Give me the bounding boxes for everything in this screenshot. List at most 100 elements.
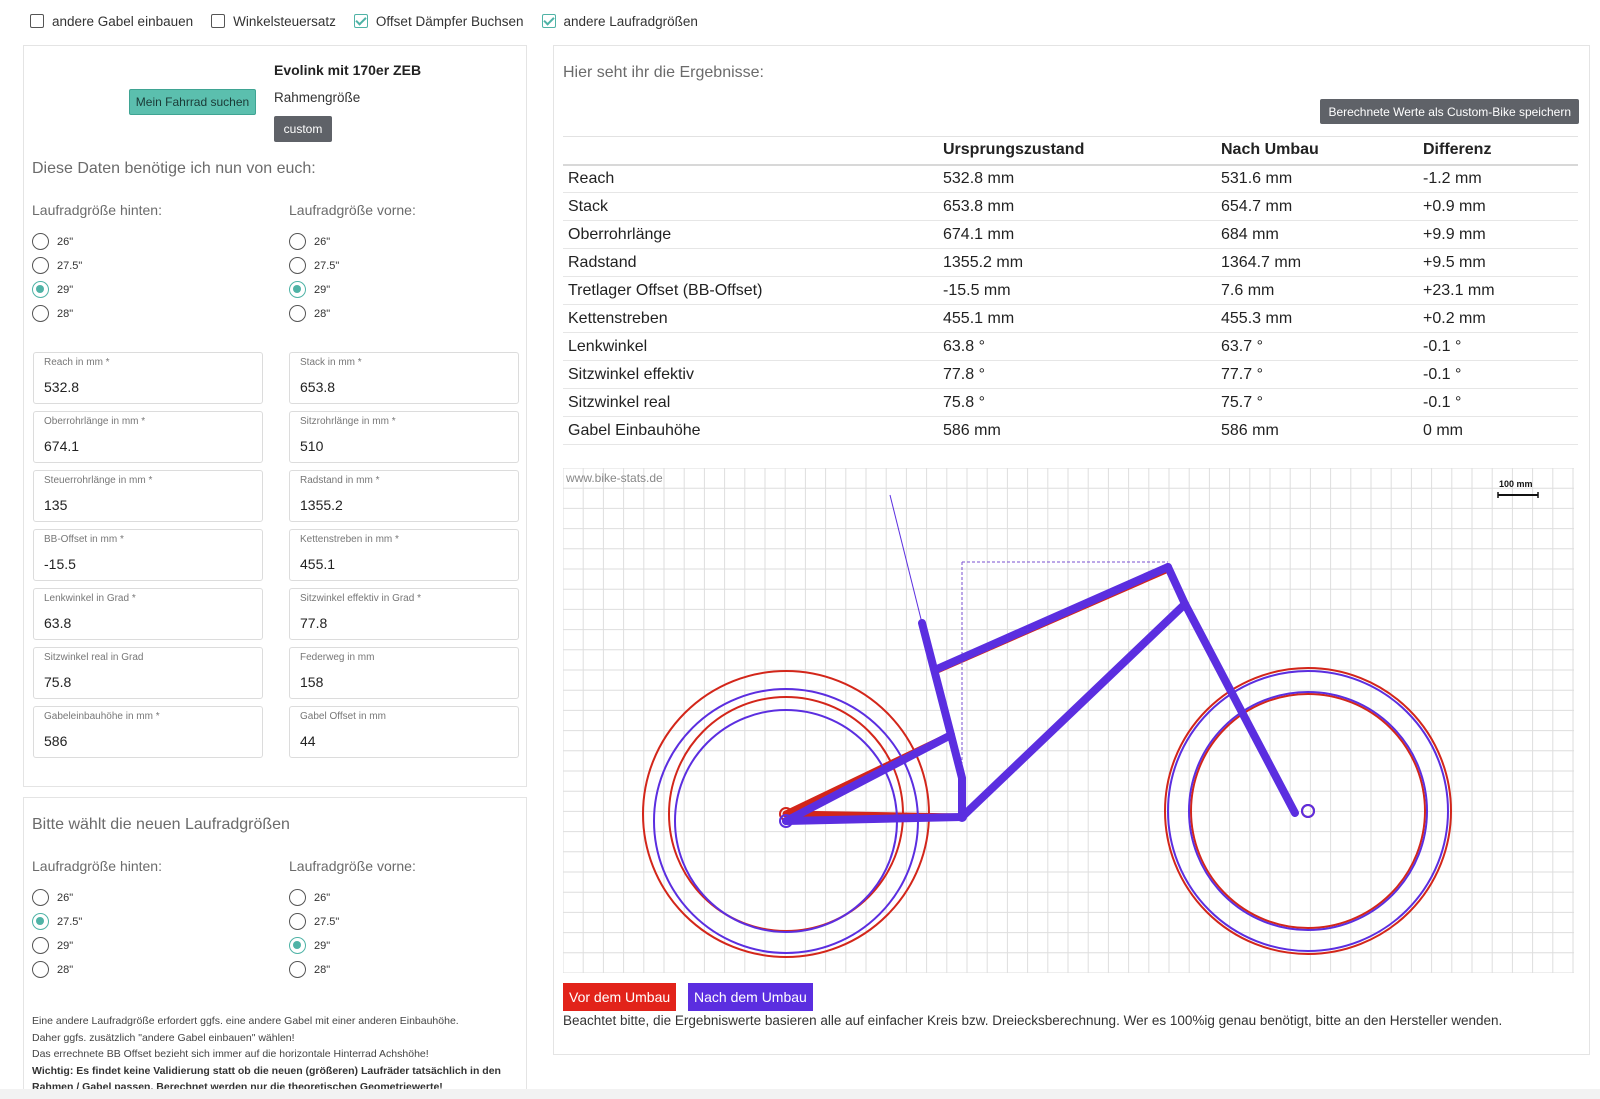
option-label: Offset Dämpfer Buchsen xyxy=(375,13,524,29)
orig-value: 532.8 mm xyxy=(938,164,1216,193)
checkbox-other-fork[interactable] xyxy=(30,14,44,28)
new-rear-radio-27-5[interactable]: 27.5" xyxy=(32,913,82,930)
head-angle-input[interactable] xyxy=(44,615,244,631)
wheelbase-field[interactable]: Radstand in mm * xyxy=(289,470,519,522)
results-table: Ursprungszustand Nach Umbau Differenz Re… xyxy=(563,136,1578,445)
seat-tube-input[interactable] xyxy=(300,438,500,454)
front-radio-28[interactable]: 28" xyxy=(289,305,330,322)
radio-dot[interactable] xyxy=(289,305,306,322)
travel-field[interactable]: Federweg in mm xyxy=(289,647,519,699)
checkbox-offset-bushings[interactable] xyxy=(353,14,368,28)
new-value: 75.7 ° xyxy=(1216,388,1418,417)
col-header xyxy=(563,136,938,166)
radio-dot[interactable] xyxy=(289,961,306,978)
radio-label: 26" xyxy=(314,891,331,904)
chainstay-input[interactable] xyxy=(300,556,500,572)
fork-offset-input[interactable] xyxy=(300,733,500,749)
rear-radio-29[interactable]: 29" xyxy=(32,281,73,298)
front-radio-27-5[interactable]: 27.5" xyxy=(289,257,339,274)
fork-length-input[interactable] xyxy=(44,733,244,749)
radio-dot[interactable] xyxy=(32,937,49,954)
radio-dot[interactable] xyxy=(32,281,49,298)
field-label: Gabeleinbauhöhe in mm * xyxy=(44,711,160,722)
new-front-radio-29[interactable]: 29" xyxy=(289,937,330,954)
seat-angle-real-input[interactable] xyxy=(44,674,244,690)
seattube-after xyxy=(918,619,966,821)
field-label: Stack in mm * xyxy=(300,357,362,368)
frame-size-button[interactable]: custom xyxy=(274,116,332,142)
radio-dot[interactable] xyxy=(32,889,49,906)
checkbox-other-wheelsizes[interactable] xyxy=(541,14,556,28)
radio-dot[interactable] xyxy=(289,233,306,250)
new-front-radio-27-5[interactable]: 27.5" xyxy=(289,913,339,930)
new-rear-radio-29[interactable]: 29" xyxy=(32,937,73,954)
new-front-label: Laufradgröße vorne: xyxy=(289,858,416,874)
seat-angle-eff-input[interactable] xyxy=(300,615,500,631)
new-front-radio-26[interactable]: 26" xyxy=(289,889,330,906)
legend-before: Vor dem Umbau xyxy=(563,983,677,1011)
orig-value: 586 mm xyxy=(938,416,1216,445)
radio-dot[interactable] xyxy=(289,257,306,274)
radio-dot[interactable] xyxy=(32,305,49,322)
new-wheels-panel: Bitte wählt die neuen Laufradgrößen Lauf… xyxy=(23,797,527,1099)
fork-offset-field[interactable]: Gabel Offset in mm xyxy=(289,706,519,758)
seat-angle-eff-field[interactable]: Sitzwinkel effektiv in Grad * xyxy=(289,588,519,640)
metric-name: Gabel Einbauhöhe xyxy=(563,416,938,445)
bike-before xyxy=(642,565,1452,958)
option-bar: andere Gabel einbauen Winkelsteuersatz O… xyxy=(30,10,1600,32)
table-row: Reach 532.8 mm 531.6 mm -1.2 mm xyxy=(563,164,1578,193)
option-other-wheelsizes[interactable]: andere Laufradgrößen xyxy=(541,14,698,29)
radio-dot[interactable] xyxy=(289,889,306,906)
top-tube-field[interactable]: Oberrohrlänge in mm * xyxy=(33,411,263,463)
front-radio-26[interactable]: 26" xyxy=(289,233,330,250)
rear-radio-26[interactable]: 26" xyxy=(32,233,73,250)
headtube-after xyxy=(1164,563,1189,608)
metric-name: Lenkwinkel xyxy=(563,332,938,361)
front-radio-29[interactable]: 29" xyxy=(289,281,330,298)
chainstay-field[interactable]: Kettenstreben in mm * xyxy=(289,529,519,581)
input-section-title: Diese Daten benötige ich nun von euch: xyxy=(32,160,316,177)
fork-length-field[interactable]: Gabeleinbauhöhe in mm * xyxy=(33,706,263,758)
field-label: Oberrohrlänge in mm * xyxy=(44,416,146,427)
table-row: Gabel Einbauhöhe 586 mm 586 mm 0 mm xyxy=(563,416,1578,445)
radio-dot[interactable] xyxy=(32,961,49,978)
head-angle-field[interactable]: Lenkwinkel in Grad * xyxy=(33,588,263,640)
seat-angle-real-field[interactable]: Sitzwinkel real in Grad xyxy=(33,647,263,699)
radio-dot[interactable] xyxy=(289,281,306,298)
radio-label: 29" xyxy=(314,939,331,952)
reach-input[interactable] xyxy=(44,379,244,395)
radio-dot[interactable] xyxy=(32,257,49,274)
metric-name: Tretlager Offset (BB-Offset) xyxy=(563,276,938,305)
head-tube-input[interactable] xyxy=(44,497,244,513)
bb-offset-field[interactable]: BB-Offset in mm * xyxy=(33,529,263,581)
bb-offset-input[interactable] xyxy=(44,556,244,572)
reach-field[interactable]: Reach in mm * xyxy=(33,352,263,404)
rear-radio-28[interactable]: 28" xyxy=(32,305,73,322)
option-other-fork[interactable]: andere Gabel einbauen xyxy=(30,14,193,29)
table-row: Oberrohrlänge 674.1 mm 684 mm +9.9 mm xyxy=(563,220,1578,249)
wheel-size-note: Eine andere Laufradgröße erfordert ggfs.… xyxy=(32,1013,522,1096)
stack-field[interactable]: Stack in mm * xyxy=(289,352,519,404)
radio-dot[interactable] xyxy=(32,913,49,930)
wheelbase-input[interactable] xyxy=(300,497,500,513)
seat-tube-field[interactable]: Sitzrohrlänge in mm * xyxy=(289,411,519,463)
radio-dot[interactable] xyxy=(289,937,306,954)
radio-dot[interactable] xyxy=(32,233,49,250)
save-custom-bike-button[interactable]: Berechnete Werte als Custom-Bike speiche… xyxy=(1320,99,1579,124)
option-offset-bushings[interactable]: Offset Dämpfer Buchsen xyxy=(353,13,524,29)
search-bike-button[interactable]: Mein Fahrrad suchen xyxy=(129,89,256,115)
top-tube-input[interactable] xyxy=(44,438,244,454)
option-label: Winkelsteuersatz xyxy=(233,13,336,29)
rear-radio-27-5[interactable]: 27.5" xyxy=(32,257,82,274)
diff-value: +0.9 mm xyxy=(1418,192,1578,221)
option-angle-headset[interactable]: Winkelsteuersatz xyxy=(211,14,336,29)
travel-input[interactable] xyxy=(300,674,500,690)
radio-dot[interactable] xyxy=(289,913,306,930)
new-front-radio-28[interactable]: 28" xyxy=(289,961,330,978)
checkbox-angle-headset[interactable] xyxy=(211,14,226,28)
new-rear-radio-28[interactable]: 28" xyxy=(32,961,73,978)
new-value: 531.6 mm xyxy=(1216,164,1418,193)
new-rear-radio-26[interactable]: 26" xyxy=(32,889,73,906)
stack-input[interactable] xyxy=(300,379,500,395)
head-tube-field[interactable]: Steuerrohrlänge in mm * xyxy=(33,470,263,522)
